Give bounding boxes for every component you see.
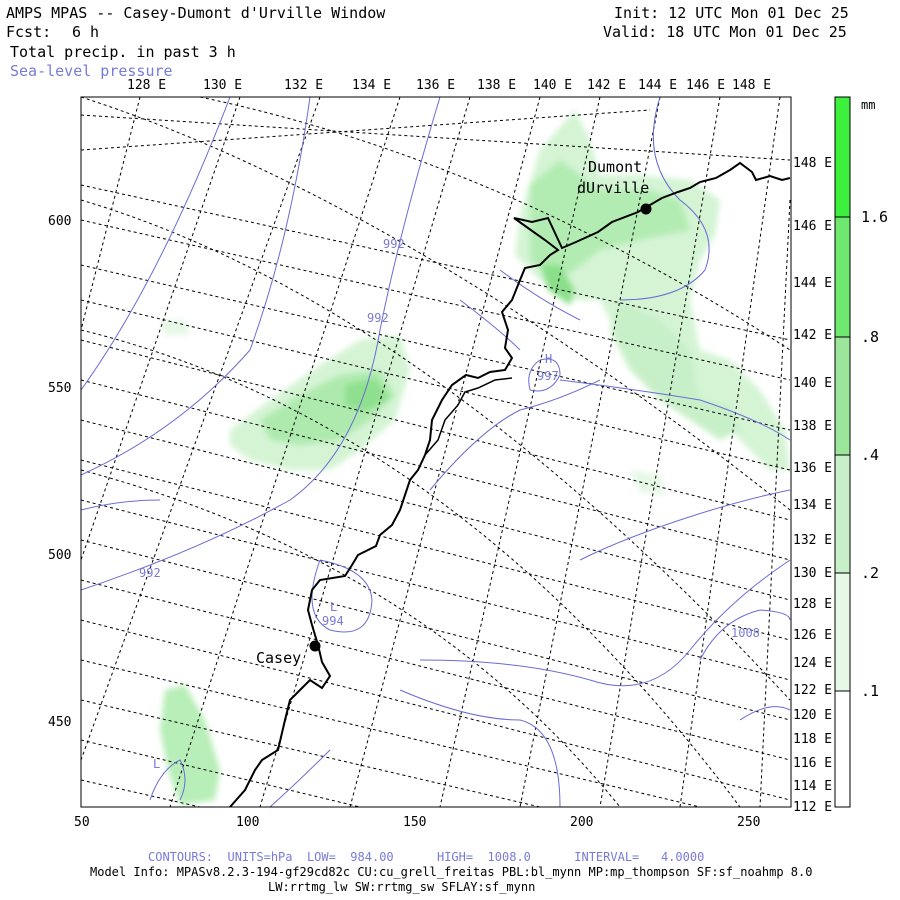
right-lon-label: 118 E [793,732,833,747]
y-axis-label: 600 [48,214,72,229]
coastline-inner [424,377,513,456]
map-title: AMPS MPAS -- Casey-Dumont d'Urville Wind… [6,4,386,22]
colorbar-level: .8 [861,328,880,346]
top-lon-label: 144 E [638,78,678,93]
right-lon-label: 142 E [793,328,833,343]
top-lon-label: 128 E [127,78,167,93]
station-marker-dumont[interactable] [640,203,652,215]
colorbar-bin-3 [835,337,850,455]
pressure-low-marker: L [330,600,338,614]
right-lon-label: 148 E [793,156,833,171]
field-pressure-label: Sea-level pressure [10,62,173,80]
colorbar-level: .2 [861,564,880,582]
precip-shading [160,110,790,805]
model-info: Model Info: MPASv8.2.3-194-gf29cd82c CU:… [90,865,813,879]
colorbar-level: .4 [861,446,880,464]
top-lon-label: 132 E [284,78,324,93]
contour-info: CONTOURS: UNITS=hPa LOW= 984.00 HIGH= 10… [148,850,705,864]
map-grid [81,97,791,807]
contour-label: 994 [322,614,344,628]
y-axis-label: 500 [48,548,72,563]
right-lon-label: 130 E [793,566,833,581]
right-lon-label: 112 E [793,800,833,815]
top-lon-label: 130 E [203,78,243,93]
x-axis-label: 250 [737,815,761,830]
top-lon-label: 148 E [732,78,772,93]
station-label-casey: Casey [256,649,302,667]
right-lon-label: 138 E [793,419,833,434]
colorbar-bin-1 [835,573,850,691]
right-lon-label: 134 E [793,498,833,513]
map-frame [80,96,792,808]
top-lon-label: 142 E [587,78,627,93]
pressure-high-marker: H [545,352,553,366]
pressure-contours [81,97,791,807]
right-lon-label: 126 E [793,628,833,643]
field-precip-label: Total precip. in past 3 h [10,43,236,61]
x-axis-label: 50 [74,815,90,830]
top-lon-label: 136 E [416,78,456,93]
right-lon-label: 144 E [793,276,833,291]
x-axis-label: 150 [403,815,427,830]
colorbar [834,96,851,808]
valid-time: Valid: 18 UTC Mon 01 Dec 25 [603,23,847,41]
forecast-label: Fcst: [6,23,52,41]
top-lon-label: 140 E [533,78,573,93]
right-lon-label: 136 E [793,461,833,476]
colorbar-level: .1 [861,682,880,700]
station-label-durville: dUrville [577,179,650,197]
colorbar-bin-0 [835,691,850,807]
right-lon-label: 124 E [793,656,833,671]
right-lon-label: 132 E [793,533,833,548]
x-axis-label: 200 [570,815,594,830]
init-time: Init: 12 UTC Mon 01 Dec 25 [614,4,849,22]
pressure-low-marker: L [153,757,161,771]
right-lon-label: 120 E [793,708,833,723]
station-label-dumont: Dumont [588,158,643,176]
right-lon-label: 128 E [793,597,833,612]
x-axis-label: 100 [236,815,260,830]
right-lon-label: 146 E [793,219,833,234]
top-lon-label: 134 E [352,78,392,93]
model-info-2: LW:rrtmg_lw SW:rrtmg_sw SFLAY:sf_mynn [268,880,536,894]
y-axis-label: 550 [48,381,72,396]
station-marker-casey[interactable] [309,640,321,652]
y-axis-label: 450 [48,715,72,730]
colorbar-bin-4 [835,217,850,337]
top-lon-label: 146 E [686,78,726,93]
right-lon-label: 140 E [793,376,833,391]
forecast-value: 6 h [72,23,100,41]
contour-label: 992 [139,566,161,580]
right-lon-label: 122 E [793,683,833,698]
colorbar-unit: mm [861,98,876,112]
colorbar-level: 1.6 [861,208,889,226]
contour-label: 997 [537,369,559,383]
colorbar-frame [834,96,851,808]
contour-label: 992 [367,311,389,325]
coastline [229,161,791,807]
right-lon-label: 116 E [793,756,833,771]
colorbar-bin-2 [835,455,850,573]
contour-label: 1008 [731,626,760,640]
contour-label: 992 [383,237,405,251]
right-lon-label: 114 E [793,779,833,794]
top-lon-label: 138 E [477,78,517,93]
colorbar-bin-5 [835,97,850,217]
